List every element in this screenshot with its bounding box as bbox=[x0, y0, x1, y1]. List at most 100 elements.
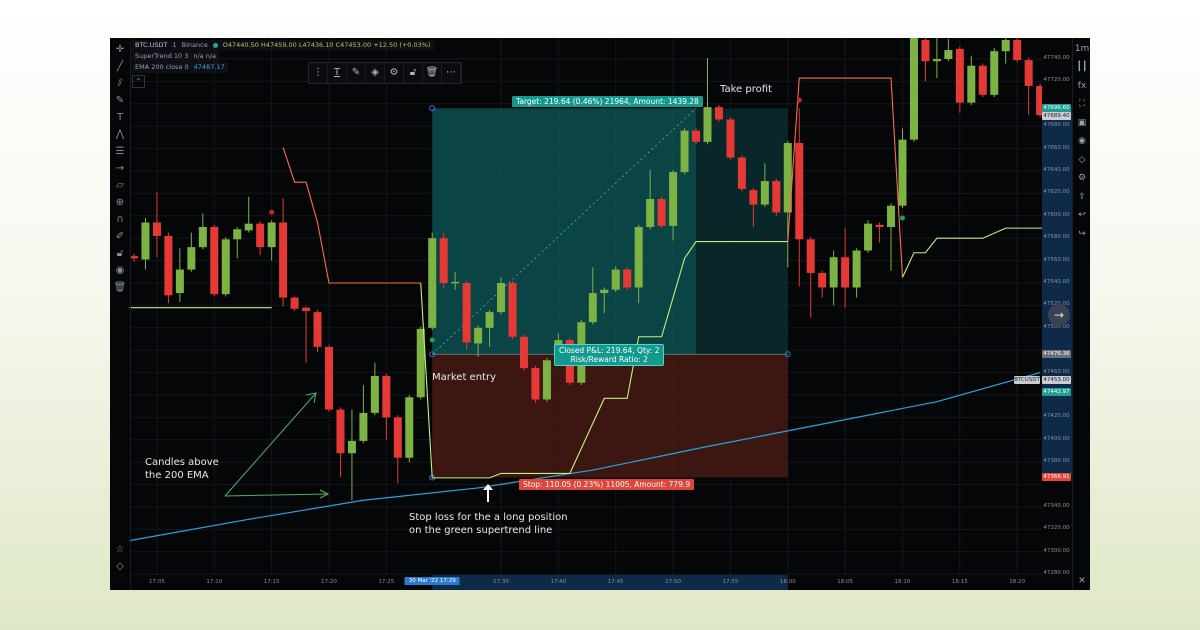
text-icon[interactable]: T bbox=[328, 63, 347, 83]
note-line: on the green supertrend line bbox=[409, 525, 553, 536]
price-chart[interactable] bbox=[110, 38, 1090, 590]
candle-body bbox=[370, 375, 379, 413]
note-line: Candles above bbox=[145, 457, 219, 468]
supertrend-name: SuperTrend 10 3 bbox=[135, 52, 189, 60]
candle-body bbox=[875, 224, 884, 227]
close-icon[interactable]: ✕ bbox=[1078, 576, 1086, 586]
price-tick-label: 47380.00 bbox=[1043, 458, 1070, 465]
candle-body bbox=[588, 293, 597, 323]
lock-drawings-icon[interactable]: ✐ bbox=[115, 231, 125, 242]
drawing-floating-toolbar: ⋮ T ✎ ◈ ⚙ 🔓︎ 🗑︎ ⋯ bbox=[308, 62, 462, 84]
candle-body bbox=[290, 297, 299, 309]
candle-body bbox=[990, 51, 999, 95]
symbol-legend[interactable]: BTC.USDT 1 Binance O47440.50 H47459.00 L… bbox=[132, 40, 434, 51]
ruler-icon[interactable]: ▱ bbox=[116, 180, 124, 191]
brush-icon[interactable]: ✎ bbox=[115, 95, 125, 106]
candles-ema-note: Candles above the 200 EMA bbox=[145, 456, 219, 482]
trend-line-icon[interactable]: ╱ bbox=[116, 61, 124, 72]
candles-icon[interactable]: ┃┃ bbox=[1076, 62, 1088, 72]
time-tick-label: 18:20 bbox=[1009, 579, 1026, 585]
undo-icon[interactable]: ↩ bbox=[1078, 210, 1086, 220]
supertrend-buy-signal bbox=[899, 215, 905, 221]
grip-icon[interactable]: ⋮ bbox=[309, 63, 328, 83]
gear-icon[interactable]: ⚙ bbox=[1077, 173, 1087, 183]
time-tick-label: 18:00 bbox=[779, 579, 796, 585]
more-icon[interactable]: ⋯ bbox=[442, 63, 461, 83]
time-tick-label: 17:55 bbox=[722, 579, 739, 585]
screenshot-icon[interactable]: ▣ bbox=[1077, 117, 1087, 128]
candle-body bbox=[967, 65, 976, 103]
candle-body bbox=[416, 328, 425, 398]
eye-icon[interactable]: ◉ bbox=[115, 265, 125, 276]
trash-icon[interactable]: 🗑︎ bbox=[113, 282, 127, 293]
price-tick-label: 47620.00 bbox=[1043, 189, 1070, 196]
candle-body bbox=[955, 48, 964, 103]
arrow-icon[interactable]: → bbox=[115, 163, 125, 174]
candle-body bbox=[382, 375, 391, 418]
layers-icon[interactable]: ◇ bbox=[1078, 154, 1086, 165]
layers-icon[interactable]: ◇ bbox=[116, 561, 124, 572]
star-icon[interactable]: ☆ bbox=[115, 544, 125, 555]
collapse-legend-button[interactable]: ^ bbox=[132, 75, 146, 88]
text-icon[interactable]: T bbox=[116, 112, 124, 123]
candle-body bbox=[703, 107, 712, 142]
supertrend-buy-signal bbox=[429, 337, 435, 343]
fib-icon[interactable]: ⫽ bbox=[117, 78, 123, 89]
ema-legend[interactable]: EMA 200 close 0 47487.17 bbox=[132, 62, 228, 73]
candle-body bbox=[302, 307, 311, 311]
ema-name: EMA 200 close 0 bbox=[135, 63, 189, 71]
target-zone-closed bbox=[696, 108, 788, 355]
target-label: Target: 219.64 (0.46%) 21964, Amount: 14… bbox=[512, 96, 703, 107]
magnet-icon[interactable]: ∩ bbox=[116, 214, 124, 225]
lock-icon[interactable]: 🔓︎ bbox=[116, 248, 124, 259]
pattern-icon[interactable]: ⋀ bbox=[115, 129, 125, 140]
candle-body bbox=[864, 223, 873, 251]
supertrend-legend[interactable]: SuperTrend 10 3 n/a n/a bbox=[132, 51, 220, 62]
trade-path-line bbox=[431, 107, 697, 355]
gear-icon[interactable]: ⚙ bbox=[385, 63, 404, 83]
redo-icon[interactable]: ↪ bbox=[1078, 228, 1086, 239]
candle-body bbox=[887, 205, 896, 227]
fill-icon[interactable]: ◈ bbox=[366, 63, 385, 83]
candle-body bbox=[600, 289, 609, 294]
lock-icon[interactable]: 🔓︎ bbox=[404, 63, 423, 83]
green-arrow-head bbox=[305, 392, 317, 404]
candle-body bbox=[152, 222, 161, 236]
candle-body bbox=[921, 39, 930, 62]
candle-body bbox=[531, 368, 540, 400]
eye-icon[interactable]: ◉ bbox=[1078, 136, 1086, 146]
price-axis-selection bbox=[1042, 108, 1072, 478]
risk-reward-ratio: Risk/Reward Ratio: 2 bbox=[570, 355, 648, 364]
candle-body bbox=[726, 119, 735, 158]
price-tick-label: 47280.00 bbox=[1043, 570, 1070, 577]
crosshair-icon[interactable]: ✛ bbox=[115, 44, 125, 55]
candle-body bbox=[462, 283, 471, 343]
position-icon[interactable]: ☰ bbox=[115, 146, 125, 157]
candle-body bbox=[772, 181, 781, 213]
time-tick-label: 17:05 bbox=[149, 579, 165, 585]
fx-icon[interactable]: fx bbox=[1077, 80, 1087, 91]
price-tick-label: 47320.00 bbox=[1043, 525, 1070, 532]
pnl-label: Closed P&L: 219.64, Qty: 2 Risk/Reward R… bbox=[554, 344, 665, 366]
candle-body bbox=[405, 397, 414, 458]
time-tick-label: 18:05 bbox=[837, 579, 854, 585]
interval-button[interactable]: 1m bbox=[1074, 44, 1090, 54]
candle-body bbox=[508, 283, 517, 337]
scroll-to-realtime-button[interactable]: → bbox=[1048, 304, 1070, 326]
ema-200-line bbox=[129, 372, 1041, 542]
supertrend-sell-signal bbox=[796, 97, 802, 103]
left-drawing-toolbar: ✛ ╱ ⫽ ✎ T ⋀ ☰ → ▱ ⊕ ∩ ✐ 🔓︎ ◉ 🗑︎ ☆ ◇ bbox=[110, 38, 131, 590]
candle-body bbox=[818, 272, 827, 288]
brush-icon[interactable]: ✎ bbox=[347, 63, 366, 83]
share-icon[interactable]: ⇪ bbox=[1078, 191, 1086, 202]
candle-body bbox=[806, 239, 815, 273]
candle-body bbox=[898, 139, 907, 206]
time-tick-label: 17:45 bbox=[607, 579, 624, 585]
trash-icon[interactable]: 🗑︎ bbox=[423, 63, 442, 83]
supertrend-sell-signal bbox=[269, 209, 275, 215]
zoom-icon[interactable]: ⊕ bbox=[115, 197, 125, 208]
candle-body bbox=[485, 312, 494, 328]
ema-value: 47487.17 bbox=[193, 63, 225, 71]
candle-body bbox=[267, 222, 276, 248]
fullscreen-icon[interactable]: ⛶ bbox=[1078, 99, 1086, 109]
